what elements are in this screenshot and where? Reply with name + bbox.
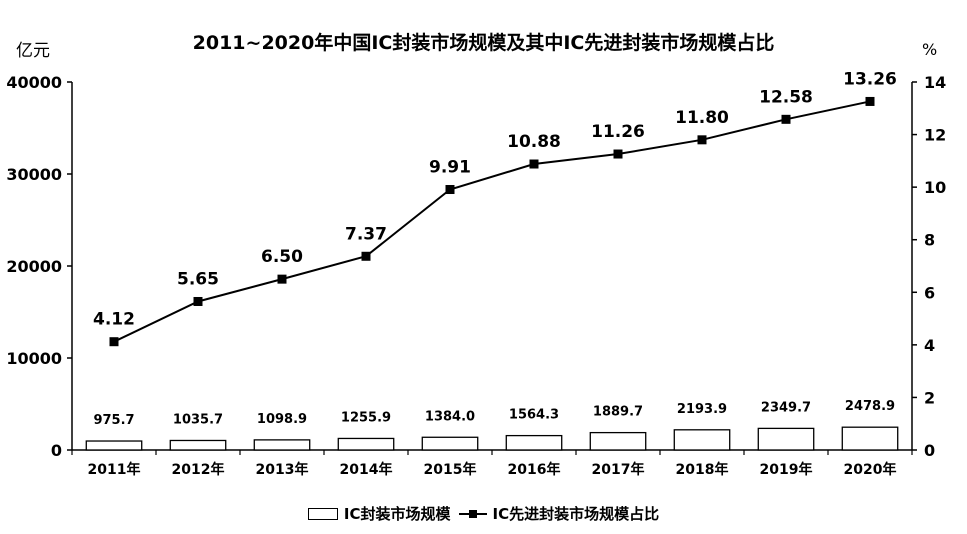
bar — [253, 439, 311, 451]
x-tick-label: 2011年 — [88, 461, 141, 478]
line-data-label: 5.65 — [177, 269, 219, 289]
bar-data-label: 2349.7 — [761, 400, 811, 415]
x-tick-label: 2015年 — [424, 461, 477, 478]
bar-data-label: 2193.9 — [677, 402, 727, 417]
x-tick-label: 2012年 — [172, 461, 225, 478]
x-tick-label: 2013年 — [256, 461, 309, 478]
line-data-label: 12.58 — [759, 87, 813, 107]
left-tick-label: 40000 — [6, 73, 62, 92]
line-point-marker — [865, 96, 875, 106]
bar — [757, 427, 815, 451]
line-data-label: 13.26 — [843, 69, 897, 89]
right-tick-label: 10 — [924, 178, 946, 197]
left-tick-label: 0 — [51, 441, 62, 460]
legend-bar-label: IC封装市场规模 — [343, 505, 451, 523]
right-axis-unit: % — [922, 40, 938, 59]
line-point-marker — [193, 296, 203, 306]
line-point-marker — [529, 159, 539, 169]
bar — [85, 440, 143, 451]
line-point-marker — [361, 251, 371, 261]
legend-item-bar: IC封装市场规模 — [307, 503, 451, 524]
left-tick-label: 20000 — [6, 257, 62, 276]
line-series-path — [113, 100, 871, 343]
legend-line-swatch — [458, 508, 487, 520]
legend: IC封装市场规模 IC先进封装市场规模占比 — [0, 503, 967, 524]
right-tick-label: 0 — [924, 441, 935, 460]
bar-data-label: 1098.9 — [257, 412, 307, 427]
bar-data-label: 975.7 — [93, 413, 134, 428]
bar — [673, 429, 731, 451]
bar-data-label: 1255.9 — [341, 410, 391, 425]
legend-item-line: IC先进封装市场规模占比 — [451, 503, 660, 524]
legend-line-label: IC先进封装市场规模占比 — [492, 505, 660, 523]
line-point-marker — [613, 149, 623, 159]
x-tick-label: 2020年 — [844, 461, 897, 478]
line-data-label: 11.26 — [591, 122, 645, 142]
bar — [841, 426, 899, 451]
right-tick-label: 6 — [924, 283, 935, 302]
left-axis-unit: 亿元 — [16, 41, 50, 61]
left-tick-label: 10000 — [6, 349, 62, 368]
chart-title: 2011~2020年中国IC封装市场规模及其中IC先进封装市场规模占比 — [192, 32, 775, 54]
line-point-marker — [697, 135, 707, 145]
line-data-label: 4.12 — [93, 310, 135, 330]
bar — [169, 439, 227, 451]
left-tick-label: 30000 — [6, 165, 62, 184]
line-data-label: 9.91 — [429, 158, 471, 178]
bar-data-label: 1035.7 — [173, 412, 223, 427]
line-data-label: 10.88 — [507, 132, 561, 152]
line-data-label: 11.80 — [675, 108, 729, 128]
line-point-marker — [277, 274, 287, 284]
bar-data-label: 1564.3 — [509, 408, 559, 423]
x-tick-label: 2014年 — [340, 461, 393, 478]
right-tick-label: 2 — [924, 388, 935, 407]
bar — [337, 437, 395, 451]
bar — [589, 431, 647, 451]
x-tick-label: 2018年 — [676, 461, 729, 478]
bar-data-label: 1889.7 — [593, 405, 643, 420]
x-tick-label: 2016年 — [508, 461, 561, 478]
right-tick-label: 14 — [924, 73, 946, 92]
x-tick-label: 2019年 — [760, 461, 813, 478]
line-point-marker — [445, 185, 455, 195]
line-data-label: 6.50 — [261, 247, 303, 267]
line-data-label: 7.37 — [345, 224, 387, 244]
line-point-marker — [781, 114, 791, 124]
bar — [421, 436, 479, 451]
right-tick-label: 4 — [924, 336, 935, 355]
x-tick-label: 2017年 — [592, 461, 645, 478]
legend-bar-swatch — [307, 507, 338, 520]
bar — [505, 434, 563, 451]
bar-data-label: 1384.0 — [425, 409, 475, 424]
line-point-marker — [109, 337, 119, 347]
right-tick-label: 12 — [924, 126, 946, 145]
bar-data-label: 2478.9 — [845, 399, 895, 414]
right-tick-label: 8 — [924, 231, 935, 250]
